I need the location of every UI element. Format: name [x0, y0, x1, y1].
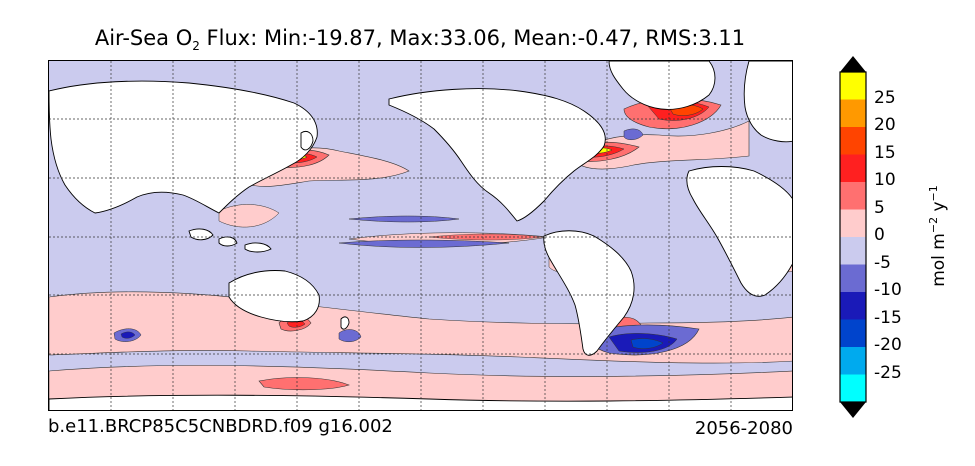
colorbar-tick-label: -20 [874, 335, 902, 355]
map-title: Air-Sea O2 Flux: Min:-19.87, Max:33.06, … [0, 26, 840, 53]
colorbar-cell [840, 292, 866, 320]
colorbar-cell [840, 155, 866, 183]
colorbar-tick-label: -25 [874, 363, 902, 383]
colorbar-cell [840, 182, 866, 210]
greenland-landmass [609, 61, 715, 109]
colorbar-tick-label: -15 [874, 308, 902, 328]
map-panel [48, 60, 793, 411]
eurasia-landmass [744, 61, 793, 142]
south-equatorial-negative [349, 216, 459, 222]
west-pacific-positive [219, 204, 279, 227]
run-id-label: b.e11.BRCP85C5CNBDRD.f09 g16.002 [48, 416, 393, 437]
colorbar-units-label: mol m−2 y−1 [927, 185, 949, 287]
colorbar-cell [840, 100, 866, 128]
title-prefix: Air-Sea O [95, 26, 192, 50]
title-subscript: 2 [192, 39, 200, 53]
colorbar-cell [840, 72, 866, 100]
colorbar-cell [840, 237, 866, 265]
colorbar-tick-label: 25 [874, 88, 896, 108]
flux-map [49, 61, 793, 411]
colorbar-tick-label: 20 [874, 115, 896, 135]
colorbar-tick-label: 0 [874, 225, 885, 245]
colorbar-extend-low [840, 402, 866, 418]
north-america-landmass [389, 89, 605, 221]
colorbar-cell [840, 375, 866, 403]
period-label: 2056-2080 [695, 418, 793, 439]
units-exponent-1: −2 [927, 217, 940, 233]
colorbar-extend-high [840, 56, 866, 72]
units-mid: y [929, 201, 949, 216]
colorbar-cell [840, 127, 866, 155]
colorbar-cell [840, 210, 866, 238]
colorbar-cell [840, 320, 866, 348]
asia-landmass [49, 81, 317, 213]
africa-landmass [687, 167, 793, 297]
colorbar-cell [840, 265, 866, 293]
colorbar [838, 56, 868, 418]
units-base: mol m [929, 233, 949, 287]
colorbar-tick-label: 5 [874, 198, 885, 218]
colorbar-tick-label: 15 [874, 143, 896, 163]
colorbar-tick-label: -5 [874, 253, 891, 273]
units-exponent-2: −1 [927, 185, 940, 201]
indonesia-islands [189, 229, 271, 252]
title-suffix: Flux: Min:-19.87, Max:33.06, Mean:-0.47,… [200, 26, 745, 50]
colorbar-cells [840, 72, 866, 403]
colorbar-tick-label: -10 [874, 280, 902, 300]
colorbar-tick-label: 10 [874, 170, 896, 190]
colorbar-cell [840, 347, 866, 375]
